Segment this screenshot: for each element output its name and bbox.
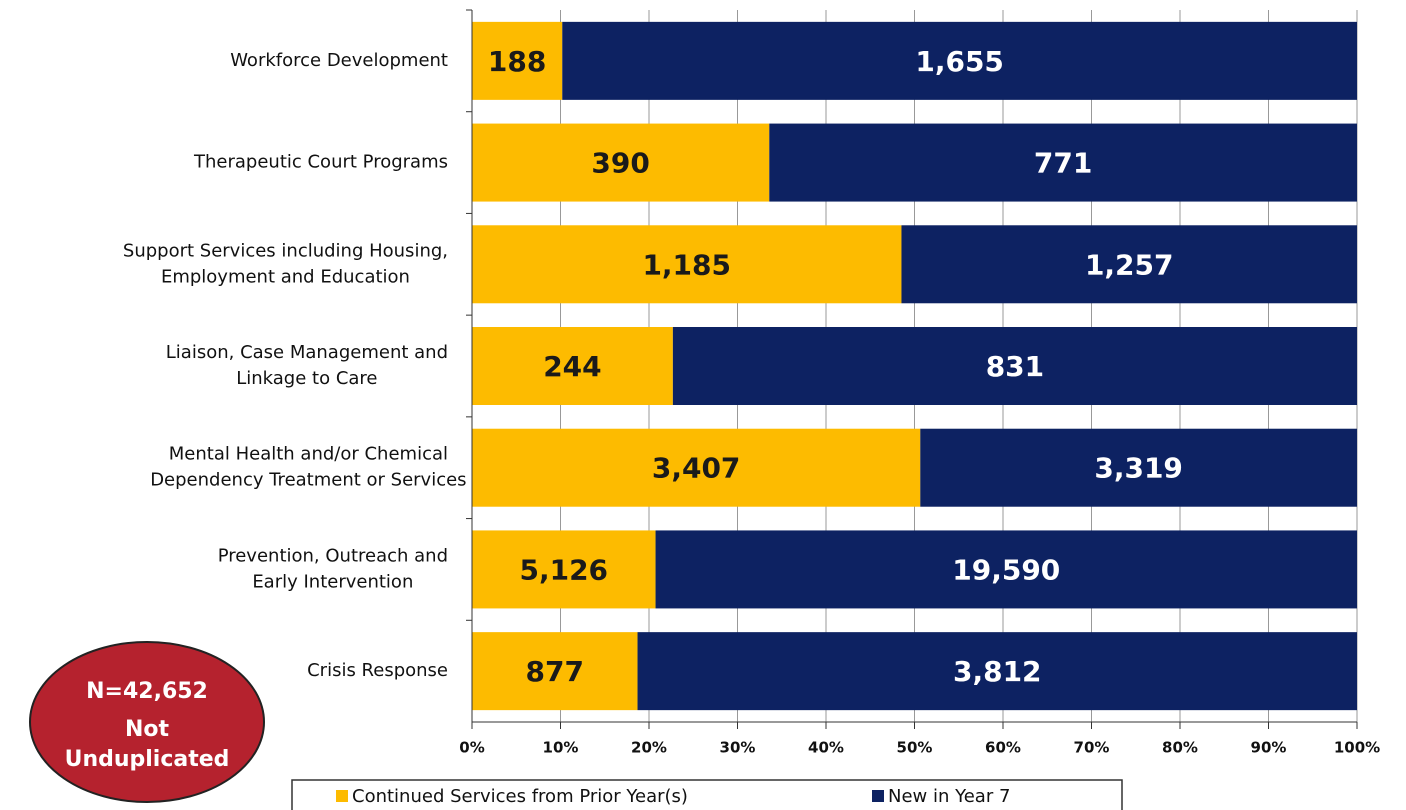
legend-label: New in Year 7 bbox=[888, 786, 1010, 807]
data-label: 1,257 bbox=[1085, 248, 1174, 281]
y-category-label: Workforce Development bbox=[230, 50, 448, 71]
data-label: 771 bbox=[1034, 147, 1092, 180]
bar-segment bbox=[472, 428, 921, 507]
x-tick-label: 100% bbox=[1334, 739, 1380, 757]
data-label: 19,590 bbox=[952, 553, 1060, 586]
y-category-label: Support Services including Housing, bbox=[123, 240, 448, 261]
annotation-badge bbox=[29, 641, 265, 803]
bar-segment bbox=[920, 428, 1357, 507]
y-category-label: Liaison, Case Management and bbox=[166, 342, 448, 363]
y-category-label: Prevention, Outreach and bbox=[218, 545, 448, 566]
x-tick-label: 20% bbox=[631, 739, 667, 757]
y-category-label: Linkage to Care bbox=[236, 368, 377, 389]
bar-segment bbox=[472, 327, 673, 405]
x-tick-label: 40% bbox=[808, 739, 844, 757]
data-label: 1,655 bbox=[915, 45, 1004, 78]
bar-segment bbox=[472, 632, 638, 711]
bar-segment bbox=[901, 225, 1357, 304]
y-category-label: Early Intervention bbox=[252, 571, 413, 592]
data-label: 3,319 bbox=[1094, 452, 1183, 485]
y-category-label: Mental Health and/or Chemical bbox=[169, 444, 448, 465]
x-tick-label: 80% bbox=[1162, 739, 1198, 757]
data-label: 831 bbox=[986, 350, 1044, 383]
y-category-label: Employment and Education bbox=[161, 266, 410, 287]
y-category-label: Dependency Treatment or Services bbox=[150, 470, 466, 491]
legend-swatch bbox=[872, 790, 884, 802]
data-label: 3,812 bbox=[953, 655, 1042, 688]
bar-segment bbox=[472, 21, 563, 100]
x-tick-label: 90% bbox=[1251, 739, 1287, 757]
bar-segment bbox=[472, 225, 902, 304]
annotation-text: Not bbox=[125, 717, 170, 742]
annotation-text: N=42,652 bbox=[86, 679, 208, 704]
annotation-text: Unduplicated bbox=[65, 747, 230, 772]
legend-box bbox=[291, 779, 1123, 810]
data-label: 1,185 bbox=[642, 248, 731, 281]
data-label: 5,126 bbox=[519, 553, 608, 586]
bar-segment bbox=[672, 327, 1357, 405]
bar-segment bbox=[637, 632, 1357, 711]
data-label: 3,407 bbox=[652, 452, 741, 485]
x-tick-label: 30% bbox=[720, 739, 756, 757]
legend-swatch bbox=[336, 790, 348, 802]
y-category-label: Crisis Response bbox=[307, 660, 448, 681]
bar-segment bbox=[655, 530, 1357, 609]
data-label: 390 bbox=[591, 147, 649, 180]
data-label: 244 bbox=[543, 350, 601, 383]
x-tick-label: 70% bbox=[1074, 739, 1110, 757]
bar-segment bbox=[562, 21, 1357, 100]
bar-segment bbox=[769, 123, 1357, 202]
x-tick-label: 0% bbox=[459, 739, 484, 757]
data-label: 877 bbox=[526, 655, 584, 688]
legend-label: Continued Services from Prior Year(s) bbox=[352, 786, 688, 807]
bar-segment bbox=[472, 123, 770, 202]
data-label: 188 bbox=[488, 45, 546, 78]
x-tick-label: 50% bbox=[897, 739, 933, 757]
x-tick-label: 10% bbox=[543, 739, 579, 757]
bar-segment bbox=[472, 530, 656, 609]
x-tick-label: 60% bbox=[985, 739, 1021, 757]
y-category-label: Therapeutic Court Programs bbox=[193, 152, 448, 173]
